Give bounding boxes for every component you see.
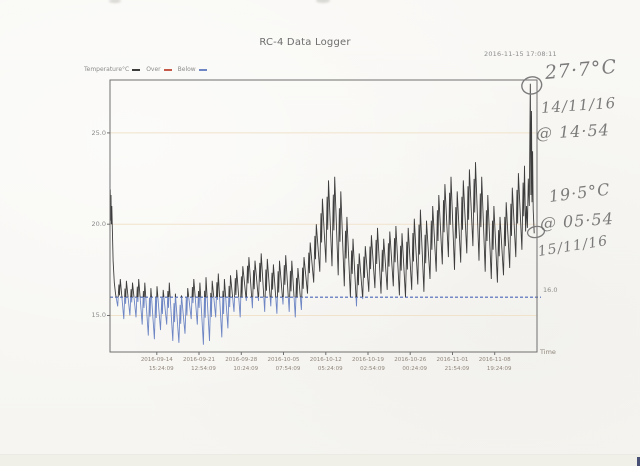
- scanner-edge-band: [0, 454, 640, 466]
- legend-over: Over: [146, 66, 172, 73]
- scanner-corner-mark: [637, 457, 640, 466]
- legend-temperature-label: Temperature°C: [84, 66, 130, 73]
- threshold-value-label: 16.0: [543, 286, 558, 294]
- page-title: RC-4 Data Logger: [259, 37, 351, 48]
- hand-circle-peak: [521, 76, 543, 95]
- hand-circle-end: [526, 225, 546, 239]
- legend-temperature: Temperature°C: [84, 66, 141, 73]
- export-timestamp: 2016-11-15 17:08:11: [484, 50, 557, 58]
- temperature-line-above: [110, 83, 535, 298]
- over-line-swatch: [163, 68, 172, 71]
- temperature-line-swatch: [132, 68, 141, 71]
- scan-smudge: [316, 0, 330, 3]
- scan-smudge: [109, 0, 121, 3]
- below-line-swatch: [198, 68, 207, 71]
- legend-over-label: Over: [146, 66, 161, 73]
- legend-below-label: Below: [177, 66, 196, 73]
- x-axis-title: Time: [540, 348, 556, 356]
- chart-legend: Temperature°C Over Below: [84, 66, 207, 73]
- plot-border: [109, 79, 538, 353]
- legend-below: Below: [178, 66, 207, 73]
- handwritten-peak-time: @ 14·54: [535, 120, 611, 143]
